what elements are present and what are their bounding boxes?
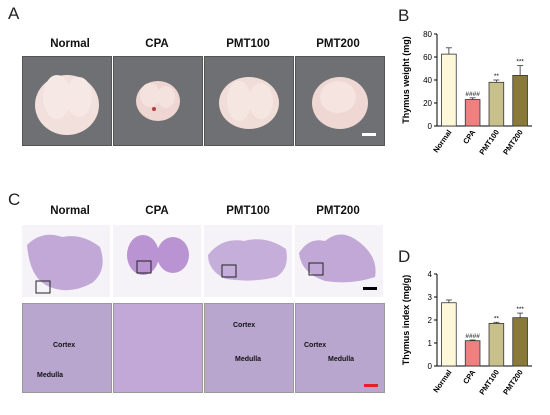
thymus-photo-normal <box>22 56 112 146</box>
significance-label: #### <box>465 333 480 340</box>
y-tick-label: 0 <box>428 122 433 131</box>
thymus-photo-pmt100 <box>204 56 294 146</box>
medulla-label-pmt200: Medulla <box>328 356 355 363</box>
panel-a-letter: A <box>8 4 20 23</box>
significance-label: *** <box>516 306 524 313</box>
y-tick-label: 4 <box>428 270 433 279</box>
significance-label: ** <box>494 73 500 80</box>
thymus-photo-pmt200 <box>295 56 385 146</box>
bar <box>488 323 505 367</box>
zoom-section-pmt100: Cortex Medulla <box>204 303 294 393</box>
y-tick-label: 2 <box>428 316 433 325</box>
zoom-section-normal: Cortex Medulla <box>22 303 112 393</box>
histology-section-pmt200 <box>295 225 383 297</box>
category-label: PMT200 <box>501 368 525 396</box>
bar <box>488 81 505 127</box>
zoom-section-cpa <box>113 303 203 393</box>
panel-a-label-cpa: CPA <box>145 38 169 50</box>
category-label: Normal <box>431 128 453 154</box>
significance-label: *** <box>516 59 524 66</box>
bar <box>464 340 481 367</box>
panel-c-label-normal: Normal <box>50 205 90 217</box>
panel-a-label-pmt100: PMT100 <box>226 38 270 50</box>
histology-section-cpa <box>113 225 201 297</box>
category-label: CPA <box>461 128 477 146</box>
y-tick-label: 60 <box>423 53 432 62</box>
cortex-label-normal: Cortex <box>53 342 76 349</box>
panel-b-letter: B <box>398 6 410 25</box>
significance-label: #### <box>465 91 480 98</box>
category-label: Normal <box>431 368 453 394</box>
y-tick-label: 80 <box>423 30 432 39</box>
panel-a-label-pmt200: PMT200 <box>316 38 360 50</box>
panel-c-label-pmt200: PMT200 <box>316 205 360 217</box>
bar <box>512 317 528 367</box>
panel-a-label-normal: Normal <box>50 38 90 50</box>
y-tick-label: 1 <box>428 339 433 348</box>
cortex-label-pmt100: Cortex <box>233 322 256 329</box>
y-axis-label: Thymus index (mg/g) <box>401 275 411 366</box>
panel-c-label-pmt100: PMT100 <box>226 205 270 217</box>
y-axis-label: Thymus weight (mg) <box>401 36 411 124</box>
bar <box>464 99 481 127</box>
thymus-index-chart: 0 1 2 3 4 Thymus index (mg/g) Normal #### CPA ** P… <box>401 270 532 396</box>
thymus-weight-chart: 0 20 40 60 80 Thymus weight (mg) Normal #### CPA… <box>401 30 532 156</box>
panel-d-letter: D <box>398 247 411 266</box>
category-label: PMT100 <box>477 128 501 156</box>
y-tick-label: 0 <box>428 362 433 371</box>
significance-label: ** <box>494 315 500 322</box>
y-tick-label: 40 <box>423 76 432 85</box>
panel-c-label-cpa: CPA <box>145 205 169 217</box>
zoom-section-pmt200: Cortex Medulla <box>295 303 385 393</box>
bar <box>441 302 457 367</box>
medulla-label-pmt100: Medulla <box>235 356 262 363</box>
histology-section-normal <box>22 225 110 297</box>
category-label: CPA <box>461 368 477 386</box>
category-label: PMT100 <box>477 368 501 396</box>
y-tick-label: 20 <box>423 99 432 108</box>
y-tick-label: 3 <box>428 293 433 302</box>
thymus-photo-cpa <box>113 56 203 146</box>
panel-c-letter: C <box>8 190 21 209</box>
bar <box>512 75 528 127</box>
histology-section-pmt100 <box>204 225 292 297</box>
cortex-label-pmt200: Cortex <box>304 342 327 349</box>
medulla-label-normal: Medulla <box>37 372 64 379</box>
scale-bar-red <box>364 384 378 387</box>
category-label: PMT200 <box>501 128 525 156</box>
bar <box>441 53 457 127</box>
